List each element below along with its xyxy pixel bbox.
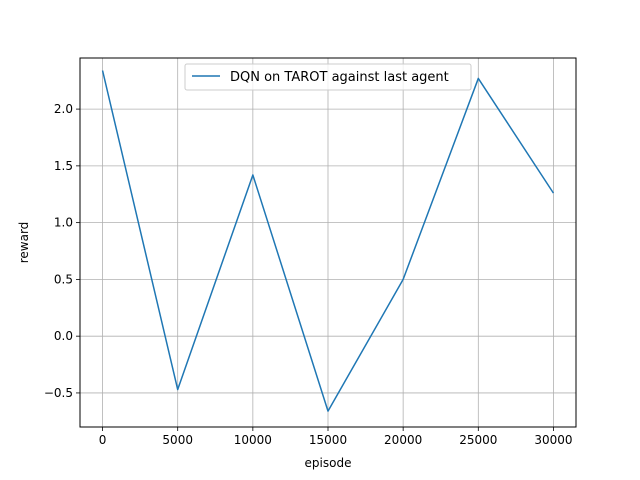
x-tick-label: 20000 [384, 433, 422, 447]
x-tick-label: 0 [99, 433, 107, 447]
x-tick-label: 5000 [162, 433, 193, 447]
y-tick-label: 1.0 [54, 216, 73, 230]
series-layer [101, 70, 555, 412]
y-tick-label: 0.0 [54, 329, 73, 343]
grid [80, 58, 576, 427]
x-axis-label: episode [305, 456, 352, 470]
y-tick-label: 2.0 [54, 102, 73, 116]
y-tick-label: 1.5 [54, 159, 73, 173]
series-line [101, 70, 555, 412]
x-tick-label: 25000 [459, 433, 497, 447]
y-tick-label: 0.5 [54, 272, 73, 286]
legend-box [184, 63, 472, 91]
y-axis-label: reward [17, 222, 31, 264]
x-tick-label: 15000 [309, 433, 347, 447]
legend-entry-label: DQN on TAROT against last agent [230, 70, 449, 85]
y-tick-label: −0.5 [44, 386, 73, 400]
legend: DQN on TAROT against last agent [184, 63, 472, 91]
x-tick-label: 10000 [234, 433, 272, 447]
x-tick-label: 30000 [534, 433, 572, 447]
ticks: 0 5000 10000 15000 20000 25000 30000 −0.5 0.0 0.5… [44, 102, 573, 447]
